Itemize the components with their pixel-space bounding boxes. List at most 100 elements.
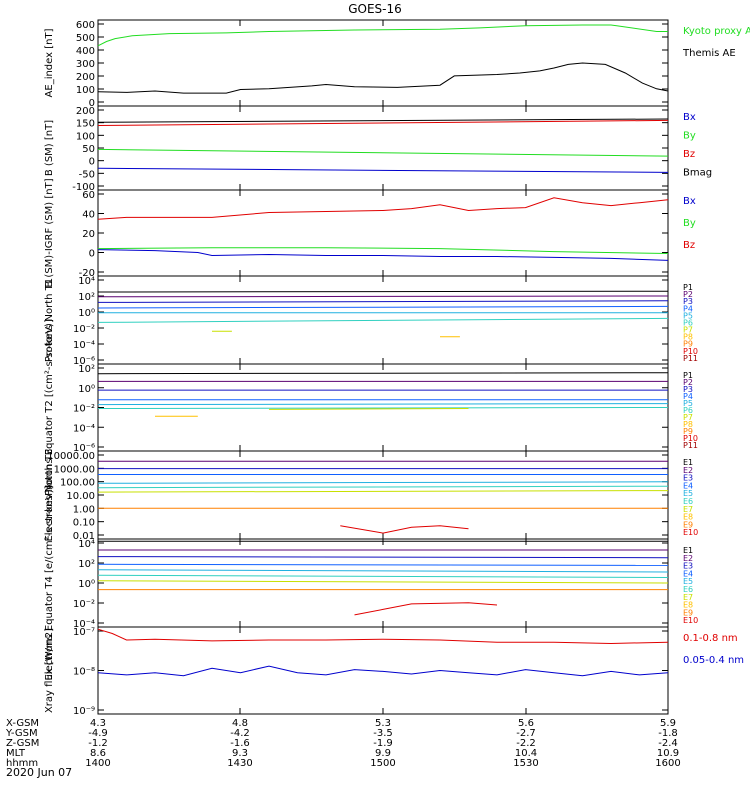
ytick-label: 10.00: [66, 491, 95, 502]
ytick-label: 10000.00: [47, 451, 95, 462]
legend-entry: E8: [683, 513, 693, 522]
footer-row-label: X-GSM: [6, 718, 39, 729]
legend-entry: P3: [683, 385, 693, 394]
series-bx: [97, 249, 669, 261]
ytick-label: 20: [82, 229, 95, 240]
legend-entry: Bx: [683, 196, 696, 207]
series-e9: [340, 525, 469, 534]
ytick-label: 10⁻²: [73, 599, 95, 610]
series-e7: [97, 490, 669, 493]
legend-entry: E1: [683, 546, 693, 555]
footer-value: -3.5: [373, 728, 393, 739]
ytick-label: -100: [72, 182, 95, 193]
ytick-label: 0: [89, 249, 95, 260]
series-p1: [97, 290, 669, 293]
legend-entry: E6: [683, 497, 693, 506]
footer-value: -2.7: [516, 728, 536, 739]
ytick-label: -20: [79, 268, 95, 279]
ytick-label: 100: [76, 131, 95, 142]
ytick-label: 10⁻⁶: [73, 443, 95, 454]
footer-value: -4.2: [230, 728, 250, 739]
ytick-label: 500: [76, 33, 95, 44]
footer-value: -1.8: [658, 728, 678, 739]
legend-entry: E10: [683, 616, 698, 625]
legend-entry: Kyoto proxy AE: [683, 26, 750, 37]
ytick-label: 60: [82, 190, 95, 201]
panel-7: 10⁴ 10² 10⁰ 10⁻² 10⁻⁴ Electrons Equator T4 [e…: [44, 485, 698, 680]
legend-entry: P6: [683, 318, 693, 327]
series-bz: [97, 197, 669, 220]
series-e6: [97, 574, 669, 578]
footer-value: 9.3: [232, 748, 248, 759]
footer-value: 5.6: [518, 718, 534, 729]
ytick-label: 100.00: [60, 478, 95, 489]
legend-entry: P3: [683, 297, 693, 306]
ytick-label: 10²: [78, 292, 95, 303]
ytick-label: 40: [82, 210, 95, 221]
legend-entry: P10: [683, 347, 698, 356]
legend-entry: Bmag: [683, 168, 712, 179]
series-e6: [97, 485, 669, 489]
footer-value: -1.2: [88, 738, 108, 749]
ytick-label: 1.00: [73, 504, 95, 515]
series-p6: [97, 317, 669, 323]
series-bmag: [97, 118, 669, 123]
ytick-label: 10⁰: [78, 579, 95, 590]
footer-date: 2020 Jun 07: [6, 766, 72, 779]
legend-entry: E3: [683, 562, 693, 571]
legend-entry: E10: [683, 528, 698, 537]
series-e9: [354, 602, 498, 616]
legend-entry: P9: [683, 340, 693, 349]
legend-entry: P11: [683, 441, 698, 450]
legend-entry: Bx: [683, 112, 696, 123]
legend-entry: P6: [683, 406, 693, 415]
y-axis-label: Electrons Equator T4 [e/(cm²-s-sr-keV)]: [44, 485, 55, 680]
ytick-label: 10²: [78, 559, 95, 570]
series-e5: [97, 569, 669, 573]
legend-entry: P7: [683, 413, 693, 422]
legend-entry: P10: [683, 434, 698, 443]
legend-entry: E2: [683, 554, 693, 563]
footer-value: 1600: [655, 758, 680, 769]
ytick-label: 0: [89, 98, 95, 109]
series-0-05-0-4-nm: [97, 665, 669, 677]
legend-entry: P7: [683, 326, 693, 335]
legend-entry: E7: [683, 505, 693, 514]
ytick-label: 100: [76, 85, 95, 96]
panel-8: 10⁻⁷ 10⁻⁸ 10⁻⁹ Xray flux [W/m2] 0.1-0.8 nm 0.…: [44, 626, 744, 717]
ytick-label: 10⁻⁴: [73, 619, 95, 630]
series-e7: [97, 580, 669, 584]
legend-entry: E4: [683, 569, 693, 578]
y-axis-label: Electrons North T3: [44, 448, 55, 541]
legend-entry: P2: [683, 290, 693, 299]
series-p4: [97, 305, 669, 309]
legend-entry: E9: [683, 608, 693, 617]
series-bz: [97, 119, 669, 126]
footer-row-label: Y-GSM: [5, 728, 38, 739]
panel-6: 10000.00 1000.00 100.00 10.00 1.00 0.10 0.01 El…: [44, 448, 698, 542]
footer-value: -1.6: [230, 738, 250, 749]
footer-value: -4.9: [88, 728, 108, 739]
legend-entry: E7: [683, 593, 693, 602]
footer-value: -2.4: [658, 738, 678, 749]
legend-entry: 0.05-0.4 nm: [683, 655, 744, 666]
legend-entry: 0.1-0.8 nm: [683, 633, 738, 644]
legend-entry: P11: [683, 354, 698, 363]
ytick-label: 10⁴: [78, 276, 95, 287]
legend-entry: E4: [683, 481, 693, 490]
footer-value: 5.3: [375, 718, 391, 729]
footer-value: 10.4: [515, 748, 537, 759]
y-axis-label: Protons North T1: [44, 278, 55, 362]
ytick-label: 10⁻⁶: [73, 356, 95, 367]
footer-value: 1530: [513, 758, 538, 769]
legend-entry: P9: [683, 427, 693, 436]
ytick-label: 10⁻⁴: [73, 340, 95, 351]
ytick-label: 300: [76, 59, 95, 70]
ytick-label: 10⁰: [78, 308, 95, 319]
footer-value: 1430: [227, 758, 252, 769]
ytick-label: 10⁰: [78, 384, 95, 395]
legend-entry: P2: [683, 378, 693, 387]
panel-frame: [97, 105, 669, 191]
